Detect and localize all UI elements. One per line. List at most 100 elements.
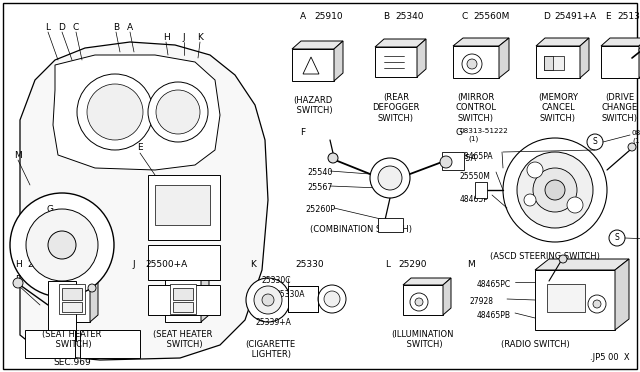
Circle shape [533,168,577,212]
Text: S: S [614,234,620,243]
Text: (ASCD STEERING SWITCH): (ASCD STEERING SWITCH) [490,252,600,261]
Circle shape [328,153,338,163]
Bar [48,281,76,341]
Text: K: K [197,32,203,42]
Bar [25,330,75,358]
Text: E: E [605,12,611,21]
Text: 25560M: 25560M [473,12,509,21]
Bar [62,288,82,300]
Polygon shape [499,38,509,78]
Circle shape [88,284,96,292]
Circle shape [503,138,607,242]
Text: SEC.969: SEC.969 [53,358,91,367]
Text: 48465PA: 48465PA [460,152,493,161]
Bar [173,302,193,312]
Circle shape [559,255,567,263]
Text: 25910: 25910 [314,12,342,21]
Circle shape [26,209,98,281]
Text: S: S [593,138,597,147]
Text: 08313-51222: 08313-51222 [632,130,640,136]
Bar [165,278,201,322]
Text: B: B [113,22,119,32]
Polygon shape [536,38,589,46]
Bar [544,56,564,70]
Text: F: F [300,128,305,137]
Text: J: J [182,32,186,42]
Text: 08313-51222: 08313-51222 [460,128,509,134]
Circle shape [318,285,346,313]
Text: (1): (1) [468,136,478,142]
Circle shape [246,278,290,322]
Text: 25330C: 25330C [262,276,291,285]
Circle shape [77,74,153,150]
Circle shape [410,293,428,311]
Bar [148,285,220,315]
Bar [442,152,464,170]
Polygon shape [615,259,629,330]
Polygon shape [303,57,319,74]
Text: 25339+A: 25339+A [256,318,292,327]
Text: 25330: 25330 [295,260,324,269]
Text: 27928: 27928 [470,297,494,306]
Circle shape [87,84,143,140]
Polygon shape [403,278,451,285]
Text: .JP5 00  X: .JP5 00 X [590,353,630,362]
Text: 48465PC: 48465PC [477,280,511,289]
Text: 25540: 25540 [307,168,332,177]
Bar [173,288,193,300]
Bar [170,284,196,314]
Circle shape [628,143,636,151]
Bar [475,182,487,198]
Text: M: M [467,260,475,269]
Text: L: L [45,22,51,32]
Bar [292,49,334,81]
Text: C: C [73,22,79,32]
Circle shape [156,90,200,134]
Bar [403,285,443,315]
Circle shape [10,193,114,297]
Text: H: H [163,32,170,42]
Bar [536,46,580,78]
Circle shape [370,158,410,198]
Bar [378,218,403,232]
Text: 25545A: 25545A [445,154,476,163]
Polygon shape [334,41,343,81]
Text: 48465PB: 48465PB [477,311,511,320]
Text: (HAZARD
 SWITCH): (HAZARD SWITCH) [293,96,333,115]
Bar [288,286,318,312]
Text: A: A [300,12,306,21]
Text: 25567: 25567 [307,183,333,192]
Text: J: J [132,260,134,269]
Polygon shape [53,55,220,170]
Text: F: F [15,276,20,285]
Circle shape [567,197,583,213]
Circle shape [593,300,601,308]
Circle shape [527,162,543,178]
Text: G: G [47,205,54,215]
Text: D: D [543,12,550,21]
Text: D: D [59,22,65,32]
Text: (SEAT HEATER
 SWITCH): (SEAT HEATER SWITCH) [42,330,102,349]
Text: 25330A: 25330A [275,290,305,299]
Circle shape [588,295,606,313]
Bar [288,286,318,312]
Circle shape [324,291,340,307]
Text: 25550M: 25550M [460,172,491,181]
Text: (DRIVE
CHANGE
SWITCH): (DRIVE CHANGE SWITCH) [602,93,638,123]
Polygon shape [417,39,426,77]
Text: (SEAT HEATER
 SWITCH): (SEAT HEATER SWITCH) [154,330,212,349]
Bar [59,284,85,314]
Polygon shape [375,39,426,47]
Circle shape [415,298,423,306]
Circle shape [524,194,536,206]
Bar [62,302,82,312]
Text: (MIRROR
CONTROL
SWITCH): (MIRROR CONTROL SWITCH) [456,93,497,123]
Circle shape [517,152,593,228]
Text: 25290: 25290 [398,260,426,269]
Polygon shape [201,271,209,322]
Circle shape [639,47,640,53]
Text: E: E [137,144,143,153]
Text: (CIGARETTE
 LIGHTER): (CIGARETTE LIGHTER) [245,340,295,359]
Polygon shape [20,42,268,360]
Text: B: B [383,12,389,21]
